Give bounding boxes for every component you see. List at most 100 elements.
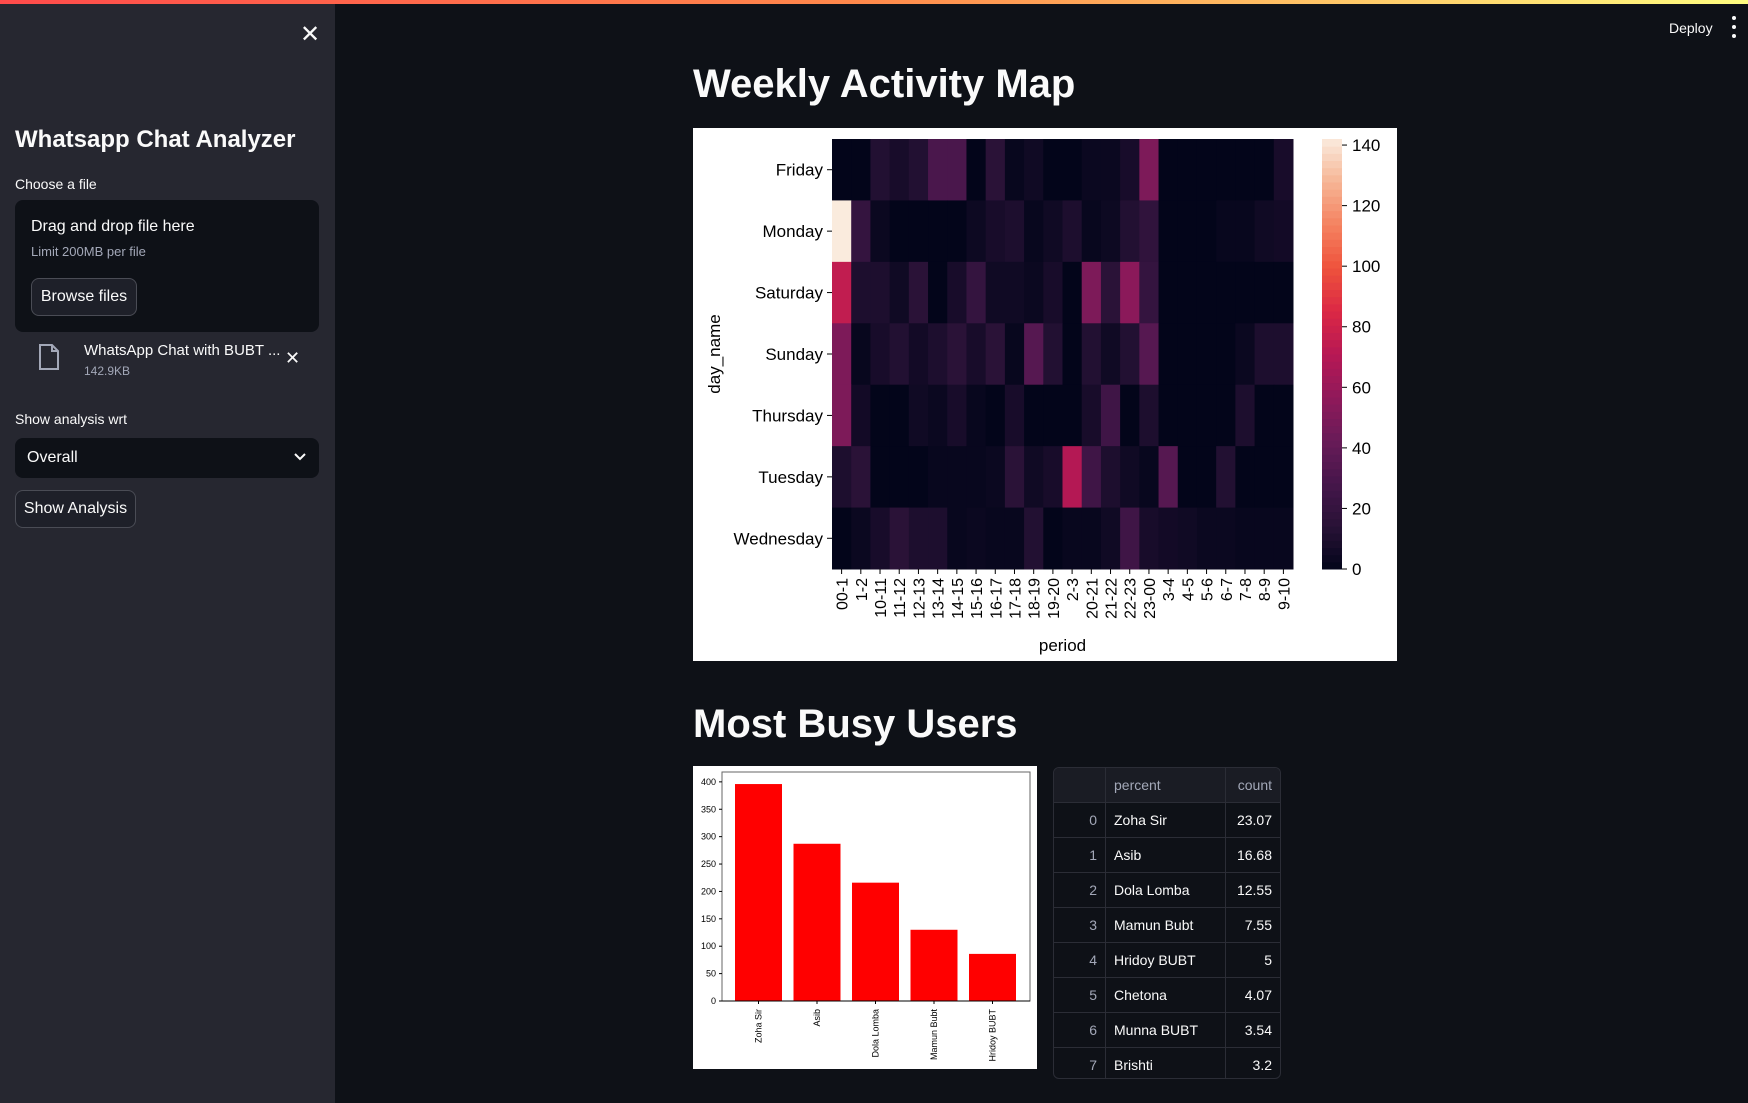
sidebar: ✕ Whatsapp Chat Analyzer Choose a file D… [0,4,335,1103]
top-decoration-bar [0,0,1748,4]
x-tick-label: Zoha Sir [754,1009,764,1043]
heatmap-cell [1120,323,1140,386]
heatmap-cell [1216,261,1236,324]
colorbar-segment [1322,432,1342,441]
analysis-select[interactable]: Overall [15,438,319,478]
close-sidebar-icon[interactable]: ✕ [300,21,321,48]
index-cell[interactable]: 5 [1054,978,1106,1012]
table-header-row: percent count [1054,768,1280,803]
name-cell[interactable]: Brishti [1106,1048,1226,1078]
value-cell[interactable]: 16.68 [1236,847,1272,863]
deploy-button[interactable]: Deploy [1669,20,1713,36]
colorbar-segment [1322,253,1342,262]
browse-files-button[interactable]: Browse files [31,278,137,316]
index-cell[interactable]: 0 [1054,803,1106,837]
heatmap-cell [1158,261,1179,324]
show-analysis-button[interactable]: Show Analysis [15,490,136,528]
heatmap-cell [870,323,891,386]
index-cell[interactable]: 2 [1054,873,1106,907]
value-cell[interactable]: 12.55 [1236,882,1272,898]
heatmap-cell [1139,507,1160,570]
colorbar-segment [1322,325,1342,333]
heatmap-cell [908,261,929,324]
weekly-activity-heatmap: Friday Monday Saturday Sunday Thursday Tuesda… [693,128,1397,661]
heatmap-cell [1273,139,1294,201]
heatmap-cell [928,200,948,263]
x-tick-label: 4-5 [1180,578,1197,601]
colorbar-tick-label: 0 [1352,560,1361,579]
heatmap-cell [1004,323,1025,386]
value-cell[interactable]: 7.55 [1244,917,1272,933]
name-cell[interactable]: Asib [1106,838,1226,872]
heatmap-cell [928,323,948,386]
colorbar-segment [1322,139,1342,147]
value-cell[interactable]: 3.54 [1244,1022,1272,1038]
colorbar-segment [1322,483,1342,491]
heatmap-cell [1100,200,1121,263]
heatmap-cell [1158,507,1179,570]
table-row: 2 Dola Lomba 12.55 [1054,873,1280,908]
colorbar-segment [1322,418,1342,427]
name-cell[interactable]: Hridoy BUBT [1106,943,1226,977]
index-cell[interactable]: 1 [1054,838,1106,872]
x-tick-label: 16-17 [988,578,1005,619]
file-uploader-label: Choose a file [15,176,97,192]
name-cell[interactable]: Zoha Sir [1106,803,1226,837]
name-cell[interactable]: Chetona [1106,978,1226,1012]
index-cell[interactable] [1054,768,1106,802]
heatmap-cell [1081,384,1102,447]
index-cell[interactable]: 6 [1054,1013,1106,1047]
remove-file-icon[interactable]: ✕ [285,348,301,368]
colorbar-segment [1322,368,1342,376]
heatmap-cell [851,139,871,201]
name-cell[interactable]: percent [1106,768,1226,802]
colorbar-segment [1322,153,1342,161]
value-cell[interactable]: 3.2 [1252,1057,1272,1073]
colorbar-segment [1322,490,1342,498]
colorbar-segment [1322,511,1342,520]
x-tick-label: 8-9 [1257,578,1274,601]
heatmap-cell [928,261,948,324]
heatmap-cell [1235,507,1256,570]
name-cell[interactable]: Dola Lomba [1106,873,1226,907]
colorbar-segment [1322,289,1342,298]
heatmap-cell [1081,446,1102,509]
heatmap-cell [1216,384,1236,447]
heatmap-cell [966,323,987,386]
heatmap-cell [1120,384,1140,447]
heatmap-cell [1120,200,1140,263]
heatmap-cell [928,507,948,570]
heatmap-cell [1235,261,1256,324]
value-cell[interactable]: 4.07 [1244,987,1272,1003]
name-cell[interactable]: Munna BUBT [1106,1013,1226,1047]
heatmap-cell [1177,384,1198,447]
heatmap-cell [985,261,1006,324]
y-tick-label: 200 [701,886,716,896]
x-tick-label: 2-3 [1065,578,1082,601]
index-cell[interactable]: 3 [1054,908,1106,942]
busy-users-table[interactable]: percent count 0 Zoha Sir 23.07 1 Asib 16.68 2 Dol… [1053,767,1281,1079]
heatmap-cell [928,139,948,201]
index-cell[interactable]: 7 [1054,1048,1106,1078]
heatmap-cell [1273,446,1294,509]
heatmap-cell [1254,384,1275,447]
x-tick-label: 21-22 [1104,578,1121,619]
heatmap-cell [1139,323,1160,386]
value-cell[interactable]: 23.07 [1236,812,1272,828]
bar [735,784,782,1001]
value-cell[interactable]: count [1237,777,1272,793]
heatmap-cell [870,384,891,447]
value-cell[interactable]: 5 [1264,952,1272,968]
heatmap-cell [1120,507,1140,570]
heatmap-cell [966,261,987,324]
y-tick-label: Friday [776,161,824,180]
y-tick-label: 400 [701,777,716,787]
name-cell[interactable]: Mamun Bubt [1106,908,1226,942]
heatmap-cell [1062,261,1083,324]
kebab-menu-icon[interactable] [1730,16,1738,38]
colorbar-segment [1322,303,1342,312]
index-cell[interactable]: 4 [1054,943,1106,977]
file-dropzone[interactable]: Drag and drop file here Limit 200MB per … [15,200,319,332]
heatmap-cell [985,507,1006,570]
heatmap-cell [947,261,967,324]
